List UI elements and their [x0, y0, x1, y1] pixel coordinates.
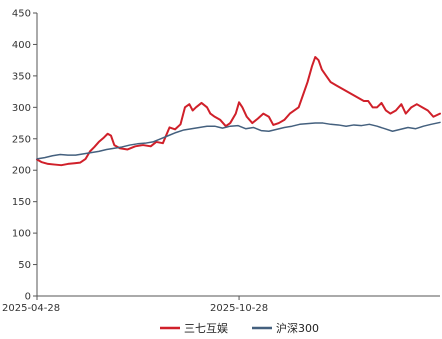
- y-tick-label: 250: [12, 134, 31, 145]
- y-tick-label: 50: [18, 260, 31, 271]
- x-tick-label: 2025-10-28: [210, 303, 268, 314]
- y-tick-label: 0: [25, 292, 31, 303]
- legend-label-2: 沪深300: [276, 321, 319, 335]
- y-tick-label: 400: [12, 40, 31, 51]
- y-ticks: 0 50 100 150 200 250 300 350 400 450: [12, 9, 37, 303]
- y-tick-label: 450: [12, 9, 31, 20]
- y-tick-label: 150: [12, 197, 31, 208]
- y-tick-label: 200: [12, 166, 31, 177]
- series-line-2: [36, 121, 441, 160]
- y-tick-label: 350: [12, 71, 31, 82]
- series-line-1: [36, 56, 441, 167]
- legend: 三七互娱 沪深300: [160, 321, 319, 335]
- x-tick-label: 2025-04-28: [2, 303, 60, 314]
- x-ticks: 2025-04-28 2025-10-28: [2, 296, 268, 314]
- legend-label-1: 三七互娱: [184, 321, 228, 335]
- series-layer: [36, 56, 441, 167]
- y-tick-label: 100: [12, 229, 31, 240]
- axes: [36, 13, 440, 297]
- y-tick-label: 300: [12, 103, 31, 114]
